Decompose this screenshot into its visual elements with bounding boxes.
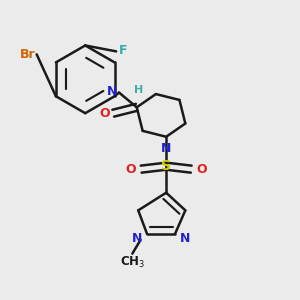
Text: O: O	[126, 163, 136, 176]
Text: H: H	[134, 85, 143, 95]
Text: CH$_3$: CH$_3$	[120, 255, 145, 270]
Text: F: F	[118, 44, 127, 57]
Text: O: O	[196, 163, 207, 176]
Text: N: N	[161, 142, 171, 155]
Text: O: O	[99, 107, 110, 120]
Text: N: N	[107, 85, 118, 98]
Text: N: N	[180, 232, 190, 245]
Text: S: S	[161, 159, 171, 173]
Text: Br: Br	[20, 48, 35, 61]
Text: N: N	[132, 232, 142, 245]
